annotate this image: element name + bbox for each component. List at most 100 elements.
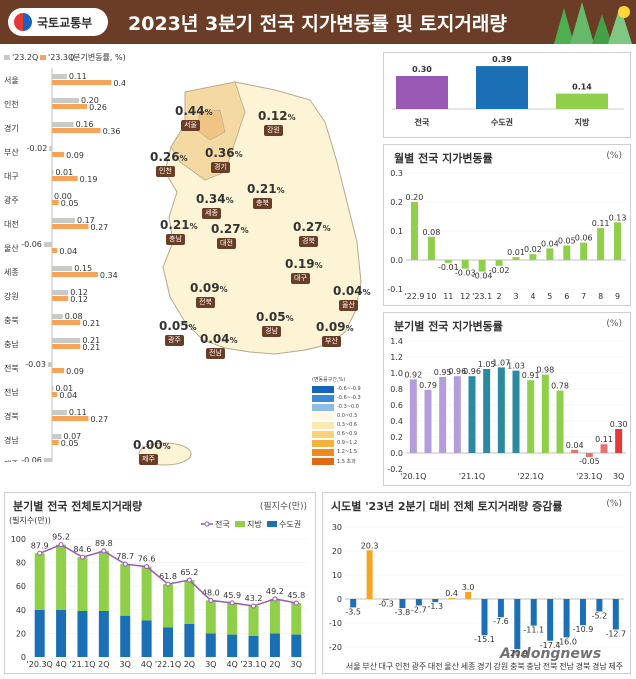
summary-label: 전국 xyxy=(415,117,430,127)
q2-bar xyxy=(52,98,79,103)
region-name-tag: 대전 xyxy=(217,238,236,249)
volume-panel: 분기별 전국 전체토지거래량 (필지수(만)) (필지수(만)) 100 80 60 4… xyxy=(4,492,316,674)
q2-value: 0.20 xyxy=(81,96,99,105)
total-value: 45.8 xyxy=(287,591,305,600)
bar-value: -0.04 xyxy=(472,272,493,281)
q2-value: 0.08 xyxy=(65,312,83,321)
bar xyxy=(615,429,623,453)
q2-value: -0.03 xyxy=(25,360,46,369)
y-tick: -0.1 xyxy=(387,285,403,294)
quarterly-bar-chart: 1.4 1.2 1.0 0.8 0.6 0.4 0.2 0.0 -0.2 0.92 '20.1Q 0.… xyxy=(387,337,627,481)
local-bar xyxy=(56,544,67,610)
total-point xyxy=(144,564,150,570)
q3-value: 0.21 xyxy=(82,343,100,352)
bar-value: 1.05 xyxy=(478,360,496,369)
bar xyxy=(612,599,619,630)
regional-change-bar-chart: '23.2Q'23.3Q(분기변동률, %)서울0.110.44인천0.200.… xyxy=(4,52,125,462)
map-legend-swatch xyxy=(312,394,334,402)
q2-value: 0.21 xyxy=(82,336,100,345)
bar xyxy=(366,550,373,599)
bar-value: -3.5 xyxy=(345,607,361,616)
bar xyxy=(444,260,452,263)
bar-value: 0.02 xyxy=(524,245,542,254)
y-tick: 60 xyxy=(16,582,26,591)
bar-value: 0.98 xyxy=(536,366,554,375)
x-tick: '23.1Q xyxy=(240,660,266,669)
q3-value: 0.04 xyxy=(59,247,77,256)
q3-bar xyxy=(52,272,98,277)
x-tick: 3Q xyxy=(613,472,624,481)
q2-value: -0.06 xyxy=(21,456,42,462)
monthly-unit: (%) xyxy=(606,151,622,161)
map-legend-swatch xyxy=(312,430,334,438)
x-tick: 6 xyxy=(564,292,569,301)
total-point xyxy=(101,548,107,554)
bar xyxy=(399,599,406,609)
x-tick: 3Q xyxy=(291,660,302,669)
change-panel: 시도별 '23년 2분기 대비 전체 토지거래량 증감률 (%) 30 20 10 0… xyxy=(322,492,631,674)
q3-bar xyxy=(52,416,89,421)
bar-value: -11.1 xyxy=(523,626,544,635)
bar-value: -2.7 xyxy=(411,605,427,614)
region-label: 울산 xyxy=(4,243,19,253)
region-name-tag: 충북 xyxy=(253,198,272,209)
total-value: 78.7 xyxy=(116,552,134,561)
bar-value: 0.06 xyxy=(575,234,593,243)
region-value: 0.04% xyxy=(333,284,371,298)
summary-bar xyxy=(396,76,448,109)
x-tick: 11 xyxy=(443,292,453,301)
metro-bar xyxy=(141,620,152,657)
legend-q3-label: '23.3Q xyxy=(48,53,74,62)
bar-value: 0.95 xyxy=(434,368,452,377)
local-bar xyxy=(269,598,280,634)
q3-value: 0.26 xyxy=(89,103,107,112)
q3-value: 0.05 xyxy=(61,439,79,448)
region-name-tag: 울산 xyxy=(339,300,358,311)
q2-bar xyxy=(52,122,74,127)
bar-value: 20.3 xyxy=(361,541,379,550)
total-point xyxy=(293,600,299,606)
x-tick: '20.3Q xyxy=(27,660,53,669)
region-value: 0.05% xyxy=(159,319,197,333)
bar xyxy=(465,591,472,599)
legend-local-swatch xyxy=(235,521,245,527)
q3-bar xyxy=(52,200,59,205)
bar xyxy=(439,377,447,453)
local-bar xyxy=(184,580,195,624)
region-value: 0.34% xyxy=(196,192,234,206)
bar-value: -7.6 xyxy=(493,617,509,626)
total-value: 84.6 xyxy=(74,545,92,554)
x-tick: '23.1Q xyxy=(576,472,602,481)
local-bar xyxy=(205,600,216,634)
total-point xyxy=(165,581,171,587)
region-value: 0.04% xyxy=(200,332,238,346)
x-tick: 2Q xyxy=(269,660,280,669)
bar xyxy=(580,242,588,260)
region-label: 인천 xyxy=(4,99,19,109)
map-legend-row: 0.0~0.3 xyxy=(312,412,361,420)
total-point xyxy=(251,603,257,609)
bar xyxy=(547,599,554,641)
change-bar-chart: 30 20 10 0 -10 -20 -3.5 서울 20.3 부산 -0.3 대구 -3.8 인천 -2.… xyxy=(329,523,626,671)
q2-bar xyxy=(52,410,67,415)
x-tick: 제주 xyxy=(608,662,623,671)
x-tick: 부산 xyxy=(362,661,377,671)
bar xyxy=(541,374,549,453)
region-value: 0.05% xyxy=(256,310,294,324)
local-bar xyxy=(34,553,45,610)
region-name-tag: 광주 xyxy=(165,335,184,346)
q3-value: 0.34 xyxy=(100,271,118,280)
bar-value: 0.11 xyxy=(595,435,613,444)
map-legend-label: -0.3~0.0 xyxy=(337,404,359,410)
region-label: 충북 xyxy=(4,316,19,325)
y-tick: 10 xyxy=(332,571,342,580)
bar xyxy=(512,370,520,453)
bar-value: 0.20 xyxy=(406,193,424,202)
map-legend-row: 0.6~0.9 xyxy=(312,430,361,438)
volume-stacked-chart: (필지수(만)) 100 80 60 40 20 0 전국 지방 수도권 87.9 '20.3Q 95.… xyxy=(9,515,307,669)
bar-value: -16.0 xyxy=(556,637,577,646)
bar xyxy=(461,260,469,269)
q3-bar xyxy=(52,128,101,133)
q3-value: 0.44 xyxy=(113,79,125,88)
region-name-tag: 대구 xyxy=(291,273,310,284)
